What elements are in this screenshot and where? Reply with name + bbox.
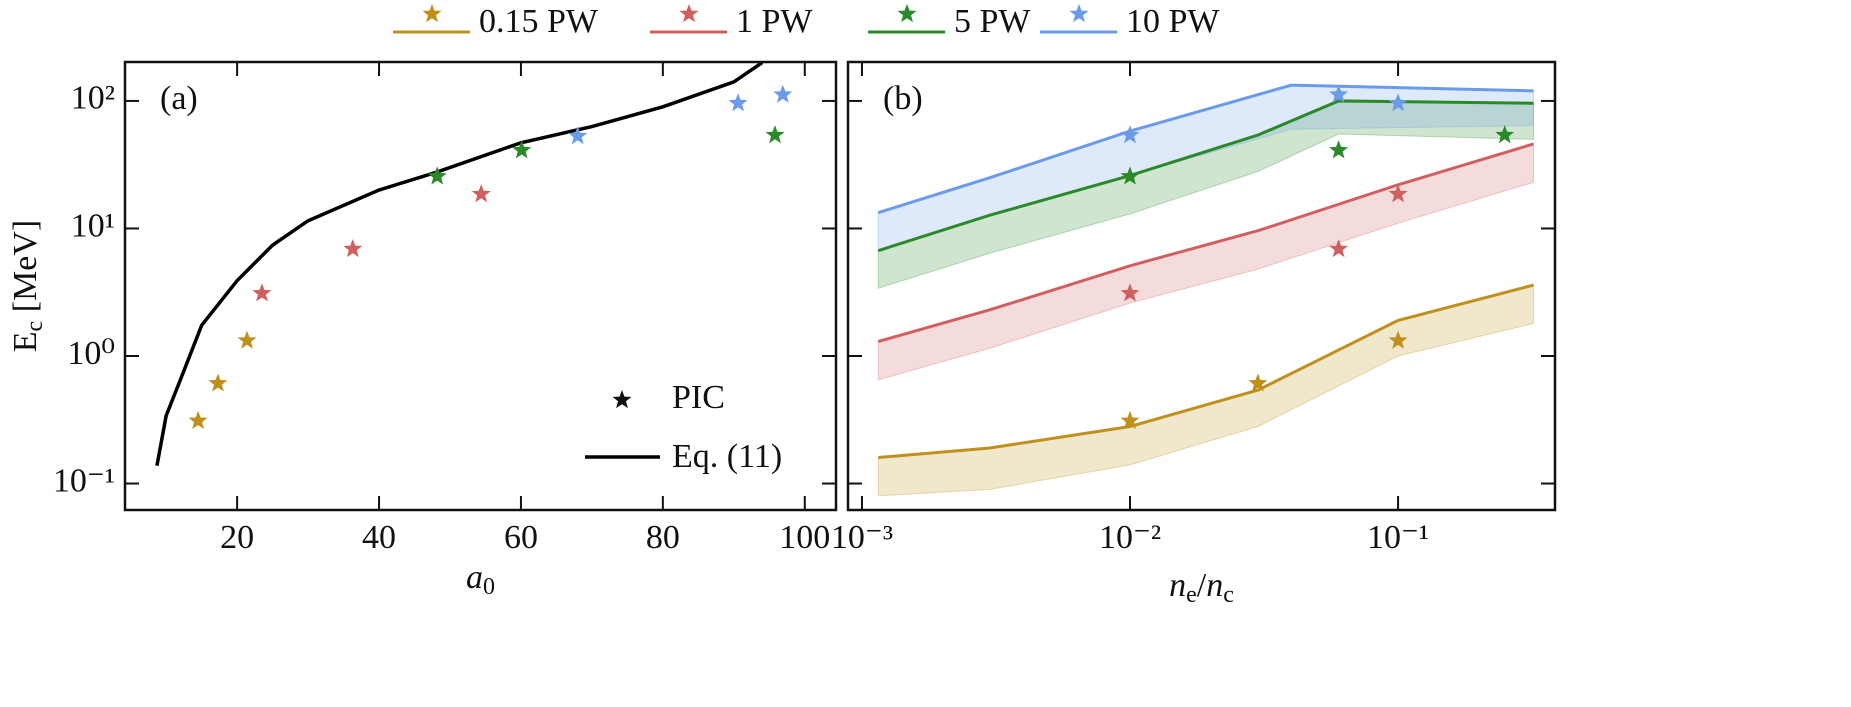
axis-label-part: c: [22, 321, 48, 332]
y-tick-label: 10²: [71, 80, 115, 117]
legend-label: 1 PW: [736, 3, 813, 40]
star-marker: [1329, 84, 1349, 103]
legend-star: [679, 4, 699, 23]
legend-star: [1069, 4, 1089, 23]
legend-label: 0.15 PW: [479, 3, 599, 40]
star-marker: [1120, 283, 1140, 302]
star-marker: [728, 93, 748, 112]
star-marker: [1388, 330, 1408, 349]
star-marker: [1248, 373, 1268, 392]
panel-label: (a): [160, 80, 198, 117]
plot-area: [155, 62, 793, 467]
line: [878, 283, 1534, 459]
star-marker: [1495, 125, 1515, 144]
star-marker: [208, 373, 228, 392]
axis-label-part: /: [1197, 567, 1207, 604]
legend-label: PIC: [672, 379, 725, 416]
line: [877, 99, 1534, 253]
x-tick-label: 80: [646, 519, 680, 556]
axis-label: a0: [466, 559, 495, 600]
star-marker: [1120, 125, 1140, 144]
x-tick-label: 10⁻¹: [1367, 519, 1429, 556]
star-marker: [471, 184, 491, 203]
legend-star: [422, 4, 442, 23]
x-tick-label: 10⁻²: [1099, 519, 1161, 556]
x-tick-label: 20: [220, 519, 254, 556]
axis-label-part: 0: [483, 574, 495, 600]
star-marker: [1120, 166, 1140, 185]
star-marker: [427, 166, 447, 185]
panel: 10⁻³ 10⁻² 10⁻¹ (b): [831, 60, 1557, 556]
axis-label-part: a: [466, 559, 483, 596]
axis-label-part: n: [1169, 567, 1186, 604]
legend-label: 5 PW: [954, 3, 1031, 40]
axis-label-part: E: [7, 331, 44, 352]
x-tick-label: 100: [779, 519, 830, 556]
panel: 20 40 60 80 100 10⁻¹ 10⁰ 10¹ 10² (a) PIC Eq. (11): [53, 60, 838, 556]
axis-label-part: e: [1186, 582, 1197, 608]
star-marker: [568, 126, 588, 145]
star-marker: [512, 140, 532, 159]
legend-star: [897, 4, 917, 23]
x-tick-label: 60: [504, 519, 538, 556]
star-marker: [237, 330, 257, 349]
star-marker: [1329, 140, 1349, 159]
star-marker: [1388, 184, 1408, 203]
frame: [123, 60, 838, 512]
y-tick-label: 10⁰: [67, 335, 115, 372]
y-tick-label: 10⁻¹: [53, 462, 115, 499]
line: [877, 142, 1534, 343]
legend-label: 10 PW: [1126, 3, 1220, 40]
legend-label: Eq. (11): [672, 438, 782, 475]
axis-label: ne/nc: [1169, 567, 1234, 608]
panel-label: (b): [883, 80, 923, 117]
star-marker: [773, 84, 793, 103]
x-tick-label: 10⁻³: [831, 519, 893, 556]
axis-label-part: n: [1206, 567, 1223, 604]
x-tick-label: 40: [362, 519, 396, 556]
star-marker: [188, 410, 208, 429]
star-marker: [765, 125, 785, 144]
star-marker: [343, 239, 363, 258]
axis-label-part: [MeV]: [7, 220, 44, 321]
star-marker: [1388, 93, 1408, 112]
curve: [155, 62, 764, 467]
star-marker: [1120, 410, 1140, 429]
axis-label-part: c: [1223, 582, 1234, 608]
y-tick-label: 10¹: [71, 207, 115, 244]
star-marker: [252, 283, 272, 302]
axis-label: Ec [MeV]: [7, 220, 48, 352]
legend-star: [612, 390, 632, 409]
frame: [846, 60, 1557, 512]
star-marker: [1329, 239, 1349, 258]
plot-area: [877, 83, 1534, 497]
